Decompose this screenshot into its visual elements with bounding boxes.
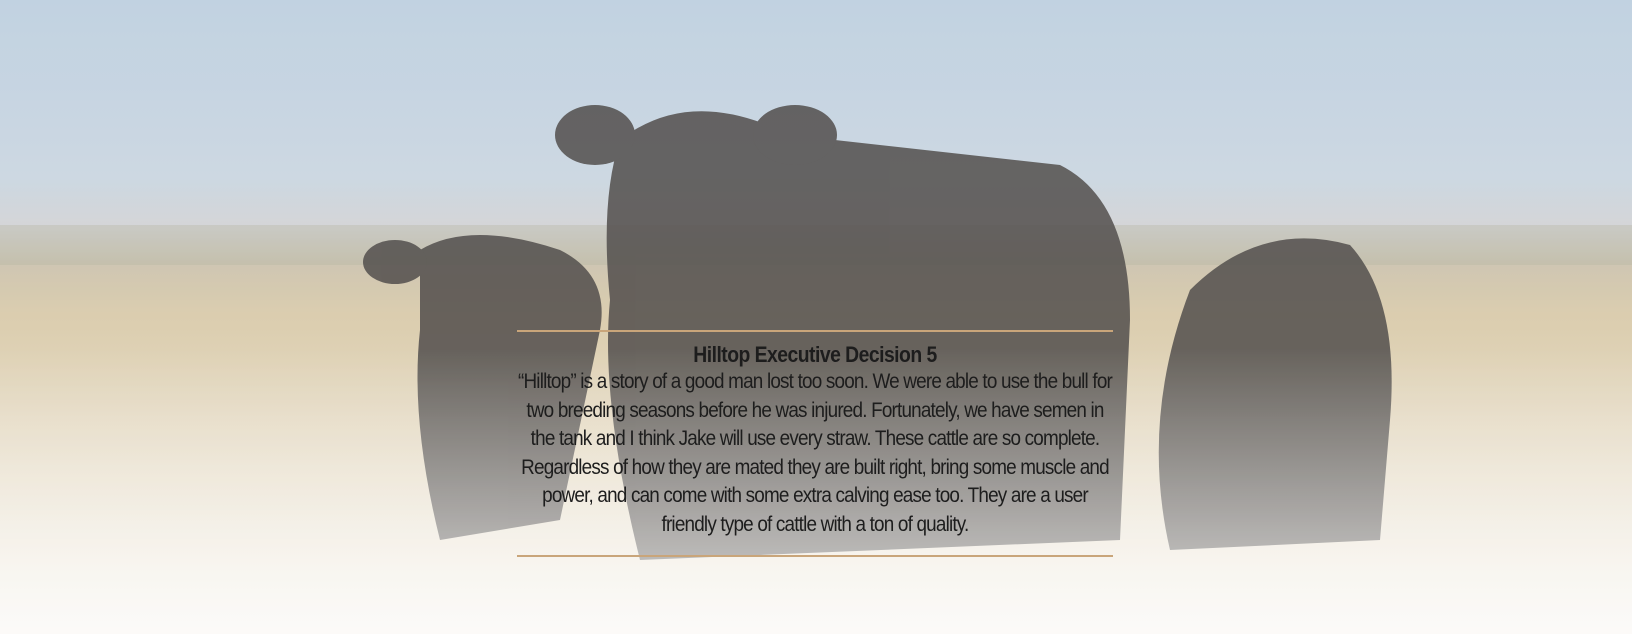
section-description: “Hilltop” is a story of a good man lost … bbox=[514, 368, 1117, 539]
hero-section: Hilltop Executive Decision 5 “Hilltop” i… bbox=[0, 0, 1632, 634]
section-title: Hilltop Executive Decision 5 bbox=[520, 342, 1110, 368]
description-block: Hilltop Executive Decision 5 “Hilltop” i… bbox=[480, 330, 1150, 557]
divider bbox=[517, 330, 1113, 332]
divider bbox=[517, 555, 1113, 557]
